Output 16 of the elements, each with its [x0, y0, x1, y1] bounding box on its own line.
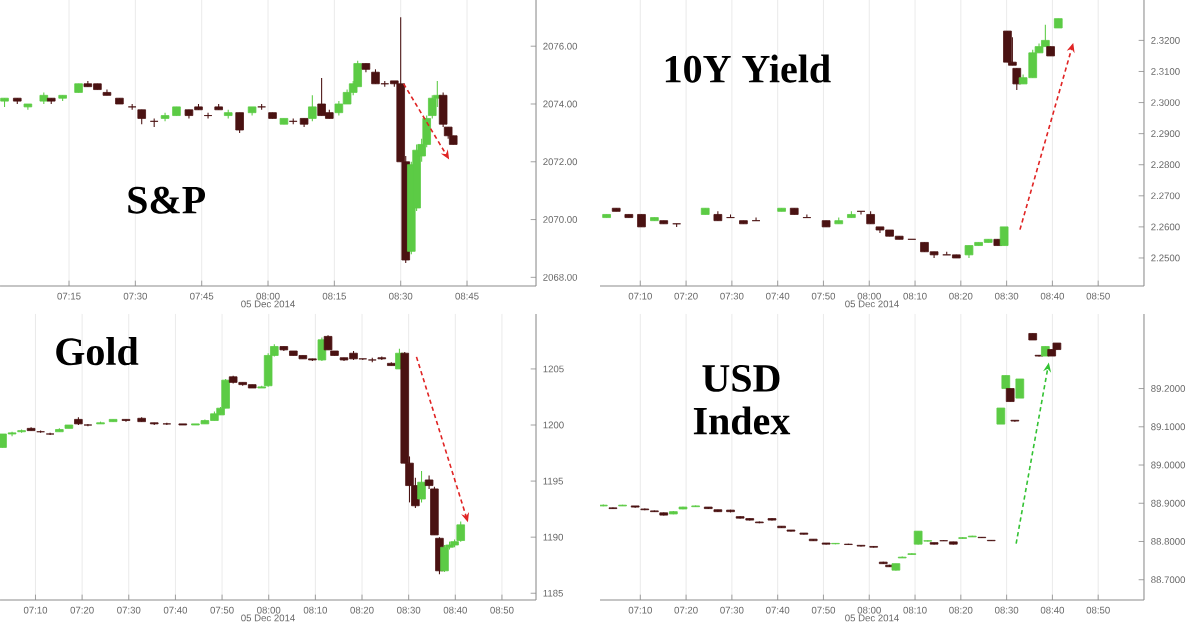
text: USD Index — [693, 365, 791, 435]
candlestick — [438, 91, 448, 128]
candlestick — [440, 544, 449, 573]
chart-title: Gold — [56, 337, 139, 366]
text: S&P — [128, 186, 206, 214]
candlestick — [353, 60, 362, 88]
candlestick — [1015, 378, 1025, 399]
candlestick — [308, 94, 317, 122]
candlestick — [417, 470, 426, 503]
text: 10Y Yield — [665, 54, 831, 83]
candlestick — [317, 77, 326, 117]
candlestick — [221, 378, 230, 409]
candlestick — [1003, 30, 1012, 63]
candlestick — [1041, 24, 1050, 48]
candlestick — [456, 520, 465, 543]
candlestick — [235, 112, 244, 134]
